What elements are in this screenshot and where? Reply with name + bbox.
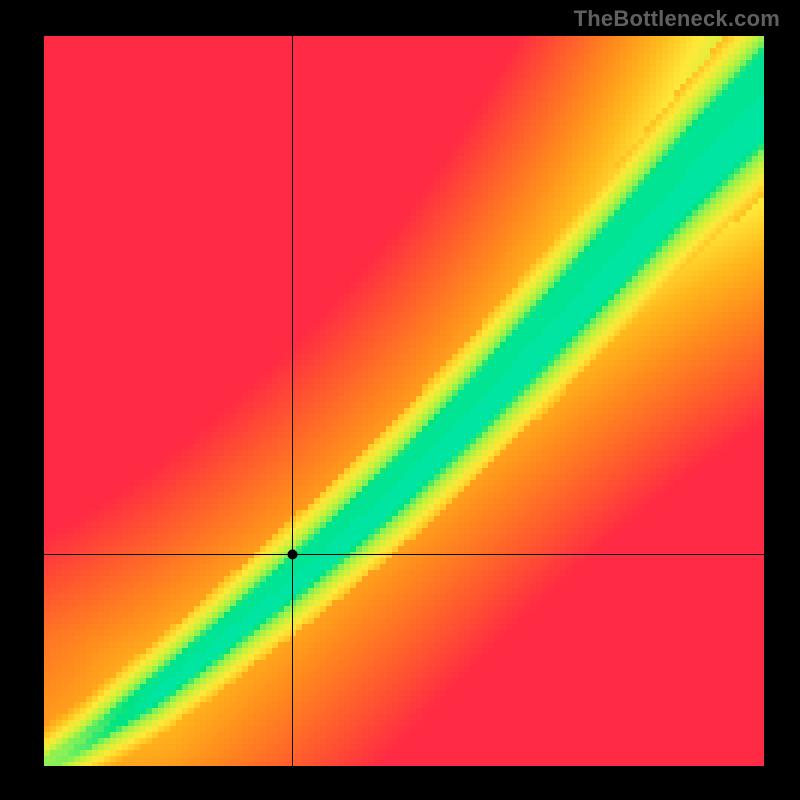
- watermark-text: TheBottleneck.com: [574, 6, 780, 32]
- heatmap-plot: [44, 36, 764, 766]
- chart-container: TheBottleneck.com: [0, 0, 800, 800]
- heatmap-canvas: [44, 36, 764, 766]
